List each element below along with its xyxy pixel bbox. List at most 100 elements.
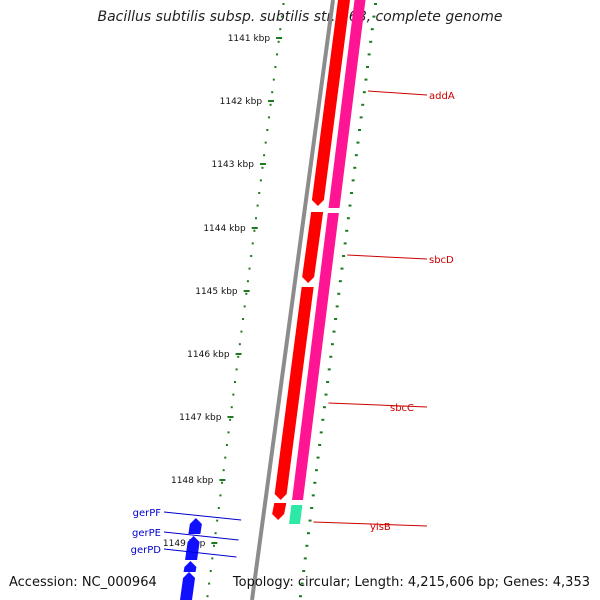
tick-label: 1147 kbp [179, 413, 222, 423]
minor-tick [276, 53, 279, 56]
minor-tick [237, 355, 240, 358]
leader-line [367, 90, 428, 96]
minor-tick [232, 393, 235, 396]
minor-tick [280, 15, 283, 18]
forward-gene-block[interactable] [183, 561, 197, 572]
minor-tick [282, 3, 285, 5]
forward-gene-block[interactable] [180, 572, 196, 600]
forward-gene-block[interactable] [188, 518, 202, 534]
feature-tick [329, 355, 333, 358]
feature-tick [367, 53, 371, 56]
minor-tick [221, 481, 224, 484]
minor-tick [242, 318, 245, 320]
tick-label: 1143 kbp [212, 160, 255, 170]
feature-tick [318, 444, 322, 446]
minor-tick [246, 280, 249, 283]
minor-tick [279, 28, 282, 31]
tick-label: 1148 kbp [171, 476, 214, 486]
backbone-line [250, 0, 335, 600]
feature-tick [350, 192, 354, 194]
feature-tick [361, 103, 365, 106]
forward-gene-block[interactable] [274, 287, 314, 500]
gene-label-gerPD[interactable]: gerPD [131, 545, 162, 556]
minor-tick [238, 343, 241, 346]
minor-tick [224, 456, 227, 459]
minor-tick [208, 582, 211, 585]
feature-tick [343, 242, 347, 245]
gene-label-gerPE[interactable]: gerPE [132, 528, 161, 539]
minor-tick [225, 444, 228, 446]
minor-tick [266, 129, 269, 131]
forward-gene-block[interactable] [302, 212, 324, 283]
minor-tick [271, 91, 274, 94]
reverse-gene-block[interactable] [292, 213, 339, 500]
minor-tick [219, 494, 222, 497]
genome-summary: Topology: circular; Length: 4,215,606 bp… [232, 575, 590, 590]
minor-tick [258, 192, 261, 194]
feature-tick [348, 204, 352, 207]
gene-label-yisB[interactable]: yisB [370, 522, 391, 533]
feature-tick [321, 418, 325, 421]
reverse-gene-block[interactable] [289, 505, 303, 524]
feature-tick [364, 78, 368, 81]
feature-tick [362, 91, 366, 94]
gene-label-addA[interactable]: addA [429, 91, 455, 102]
feature-tick [370, 28, 374, 31]
feature-tick [342, 255, 346, 257]
feature-tick [330, 343, 334, 346]
feature-tick [322, 406, 326, 409]
forward-gene-block[interactable] [272, 503, 287, 520]
feature-tick [354, 154, 358, 157]
tick-label: 1142 kbp [220, 97, 263, 107]
minor-tick [250, 255, 253, 257]
forward-gene-block[interactable] [185, 536, 200, 560]
minor-tick [264, 141, 267, 144]
feature-tick [300, 582, 304, 585]
gene-label-sbcC[interactable]: sbcC [390, 403, 414, 414]
feature-tick [359, 116, 363, 119]
feature-tick [373, 3, 377, 5]
minor-tick [251, 242, 254, 245]
feature-tick [314, 469, 318, 472]
leader-line [163, 531, 239, 541]
feature-tick [306, 532, 310, 535]
minor-tick [227, 431, 230, 434]
gene-label-sbcD[interactable]: sbcD [429, 255, 454, 266]
feature-tick [338, 280, 342, 283]
feature-tick [366, 66, 370, 68]
backbone [250, 0, 335, 600]
minor-tick [214, 532, 217, 535]
feature-tick [337, 292, 341, 295]
feature-tick [327, 368, 331, 371]
minor-tick [229, 418, 232, 421]
minor-tick [212, 544, 215, 547]
feature-labels: addA sbcD sbcC yisB gerPF gerPE gerPD [131, 90, 455, 558]
minor-tick [267, 116, 270, 119]
minor-tick [222, 469, 225, 472]
leader-line [163, 511, 242, 521]
minor-tick [235, 368, 238, 371]
minor-tick [230, 406, 233, 409]
feature-tick [340, 267, 344, 270]
gene-label-gerPF[interactable]: gerPF [133, 508, 162, 519]
minor-tick [259, 179, 262, 182]
minor-tick [261, 166, 264, 169]
feature-tick [369, 40, 373, 43]
forward-strand-ring [180, 0, 350, 600]
forward-gene-block[interactable] [311, 0, 350, 206]
minor-tick [254, 217, 257, 220]
feature-tick [324, 393, 328, 396]
accession-text: Accession: NC_000964 [9, 575, 157, 590]
minor-tick [217, 507, 220, 509]
leader-line [347, 254, 428, 260]
minor-tick [209, 570, 212, 572]
minor-tick [277, 40, 280, 43]
minor-tick [206, 595, 209, 598]
reverse-gene-block[interactable] [328, 0, 366, 208]
minor-tick [211, 557, 214, 560]
feature-tick [334, 318, 338, 320]
feature-tick [356, 141, 360, 144]
leader-line [313, 521, 428, 527]
minor-tick [248, 267, 251, 270]
